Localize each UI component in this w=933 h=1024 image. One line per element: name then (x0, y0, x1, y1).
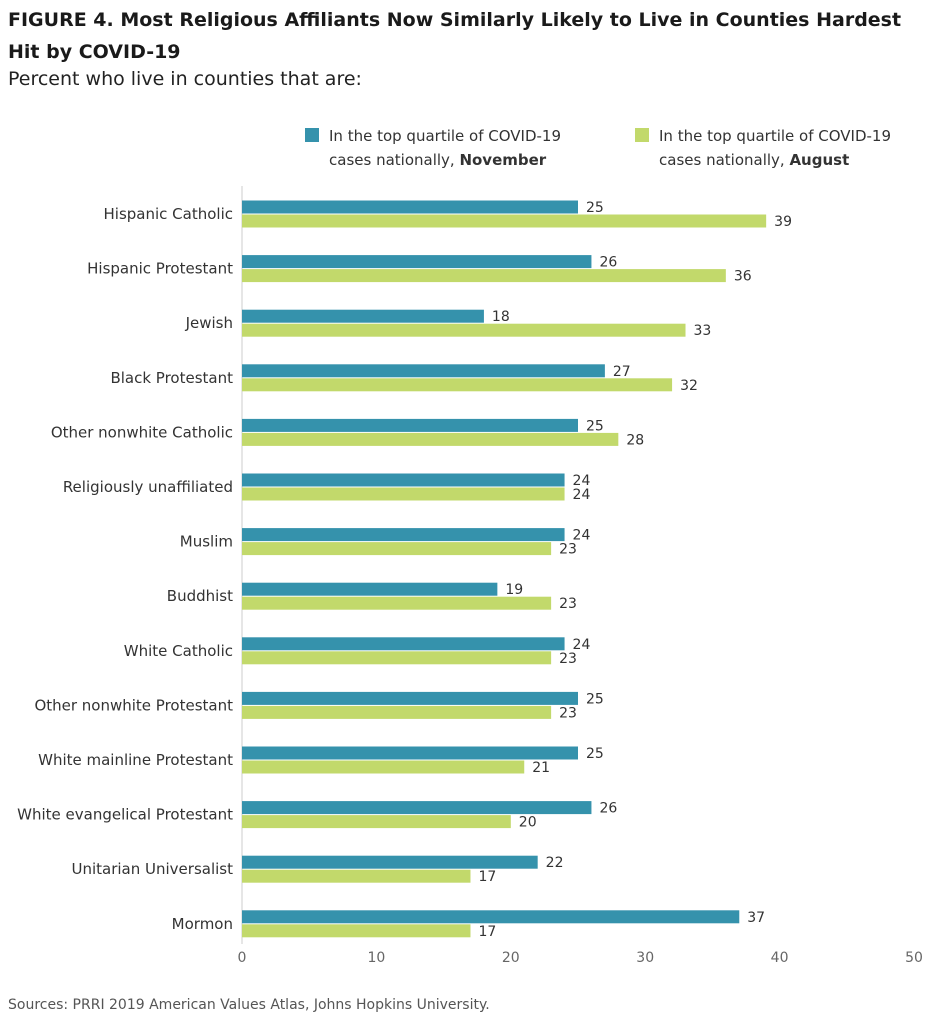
bar-august-other-nonwhite-catholic (242, 432, 619, 446)
value-label-november-other-nonwhite-catholic: 25 (586, 418, 604, 434)
bar-august-buddhist (242, 596, 552, 610)
value-label-november-hispanic-catholic: 25 (586, 200, 604, 216)
bar-november-white-evangelical-protestant (242, 801, 592, 815)
value-label-november-white-evangelical-protestant: 26 (599, 801, 617, 817)
value-label-august-white-catholic: 23 (559, 651, 577, 667)
bar-august-unitarian-universalist (242, 869, 471, 883)
value-label-august-mormon: 17 (478, 924, 496, 940)
x-tick-label: 30 (636, 950, 654, 966)
bar-august-other-nonwhite-protestant (242, 705, 552, 719)
x-tick-label: 0 (238, 950, 247, 966)
chart-title: FIGURE 4. Most Religious Affiliants Now … (8, 9, 902, 63)
category-label-mormon: Mormon (172, 915, 233, 933)
legend-swatch-november (305, 128, 319, 142)
category-label-hispanic-catholic: Hispanic Catholic (104, 205, 233, 223)
bar-november-jewish (242, 309, 484, 323)
legend-label-november-line1: In the top quartile of COVID-19 (329, 127, 562, 145)
category-label-other-nonwhite-protestant: Other nonwhite Protestant (34, 696, 233, 714)
bar-august-jewish (242, 323, 686, 337)
category-label-buddhist: Buddhist (167, 587, 233, 605)
bar-august-hispanic-catholic (242, 214, 767, 228)
bar-november-religiously-unaffiliated (242, 473, 565, 487)
category-label-muslim: Muslim (180, 533, 233, 551)
value-label-november-muslim: 24 (573, 528, 591, 544)
bar-august-religiously-unaffiliated (242, 487, 565, 501)
x-tick-label: 10 (367, 950, 385, 966)
value-label-august-religiously-unaffiliated: 24 (573, 487, 591, 503)
value-label-august-other-nonwhite-catholic: 28 (626, 432, 644, 448)
category-label-religiously-unaffiliated: Religiously unaffiliated (63, 478, 233, 496)
category-label-white-mainline-protestant: White mainline Protestant (38, 751, 233, 769)
bar-november-black-protestant (242, 364, 605, 378)
category-label-unitarian-universalist: Unitarian Universalist (72, 860, 234, 878)
legend-item-august: In the top quartile of COVID-19 cases na… (635, 124, 891, 172)
value-label-november-jewish: 18 (492, 309, 510, 325)
value-label-august-white-evangelical-protestant: 20 (519, 815, 537, 831)
bar-november-muslim (242, 528, 565, 542)
value-label-november-buddhist: 19 (505, 582, 523, 598)
value-label-august-black-protestant: 32 (680, 378, 698, 394)
value-label-november-other-nonwhite-protestant: 25 (586, 691, 604, 707)
x-tick-label: 50 (905, 950, 923, 966)
bar-august-muslim (242, 542, 552, 556)
bar-november-white-mainline-protestant (242, 746, 578, 760)
bar-november-buddhist (242, 582, 498, 596)
category-label-jewish: Jewish (185, 314, 233, 332)
value-label-november-white-catholic: 24 (573, 637, 591, 653)
value-label-august-other-nonwhite-protestant: 23 (559, 705, 577, 721)
value-label-november-black-protestant: 27 (613, 364, 631, 380)
bar-august-mormon (242, 924, 471, 938)
value-label-august-hispanic-catholic: 39 (774, 214, 792, 230)
category-label-white-catholic: White Catholic (124, 642, 233, 660)
bar-november-other-nonwhite-catholic (242, 418, 578, 432)
value-label-august-unitarian-universalist: 17 (478, 869, 496, 885)
legend-swatch-august (635, 128, 649, 142)
bar-november-unitarian-universalist (242, 855, 538, 869)
bar-august-hispanic-protestant (242, 269, 726, 283)
value-label-november-mormon: 37 (747, 910, 765, 926)
source-note: Sources: PRRI 2019 American Values Atlas… (8, 997, 490, 1013)
bar-november-other-nonwhite-protestant (242, 691, 578, 705)
legend-item-november: In the top quartile of COVID-19 cases na… (305, 124, 561, 172)
category-label-white-evangelical-protestant: White evangelical Protestant (17, 806, 233, 824)
category-label-hispanic-protestant: Hispanic Protestant (87, 260, 233, 278)
bar-november-white-catholic (242, 637, 565, 651)
bar-november-hispanic-protestant (242, 255, 592, 269)
value-label-november-unitarian-universalist: 22 (546, 855, 564, 871)
bar-august-black-protestant (242, 378, 673, 392)
x-tick-label: 20 (502, 950, 520, 966)
value-label-november-hispanic-protestant: 26 (599, 255, 617, 271)
category-label-black-protestant: Black Protestant (110, 369, 233, 387)
bar-november-mormon (242, 910, 740, 924)
bar-august-white-catholic (242, 651, 552, 665)
value-label-august-white-mainline-protestant: 21 (532, 760, 550, 776)
value-label-august-muslim: 23 (559, 542, 577, 558)
legend-label-august-line2: cases nationally, August (659, 151, 850, 169)
value-label-august-hispanic-protestant: 36 (734, 269, 752, 285)
value-label-august-jewish: 33 (694, 323, 712, 339)
value-label-november-white-mainline-protestant: 25 (586, 746, 604, 762)
bar-november-hispanic-catholic (242, 200, 578, 214)
x-tick-label: 40 (771, 950, 789, 966)
bar-august-white-evangelical-protestant (242, 815, 511, 829)
value-label-november-religiously-unaffiliated: 24 (573, 473, 591, 489)
chart-subtitle: Percent who live in counties that are: (8, 68, 362, 90)
value-label-august-buddhist: 23 (559, 596, 577, 612)
legend-label-november-line2: cases nationally, November (329, 151, 547, 169)
legend-label-august-line1: In the top quartile of COVID-19 (659, 127, 892, 145)
category-label-other-nonwhite-catholic: Other nonwhite Catholic (51, 423, 233, 441)
bar-august-white-mainline-protestant (242, 760, 525, 774)
